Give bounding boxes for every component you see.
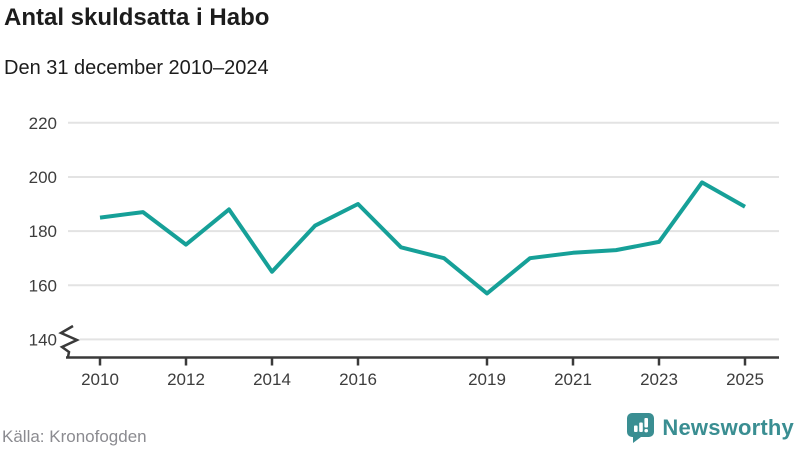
chart-title: Antal skuldsatta i Habo [4,4,270,31]
newsworthy-logo-text: Newsworthy [662,415,794,440]
x-axis-label-2012: 2012 [167,370,205,389]
x-axis-label-2023: 2023 [640,370,678,389]
y-axis-label-140: 140 [29,330,57,349]
y-axis-label-200: 200 [29,168,57,187]
x-axis-label-2016: 2016 [339,370,377,389]
x-axis-label-2019: 2019 [468,370,506,389]
exclamation-stem-icon [644,418,649,428]
y-axis-label-160: 160 [29,276,57,295]
x-axis-label-2021: 2021 [554,370,592,389]
newsworthy-logo: Newsworthy [627,412,794,444]
x-axis-label-2025: 2025 [726,370,764,389]
bar-icon-medium [639,422,644,432]
exclamation-dot-icon [644,429,649,433]
source-caption: Källa: Kronofogden [2,427,147,446]
bar-icon-small [634,425,639,432]
chart-subtitle: Den 31 december 2010–2024 [4,57,269,79]
x-axis-label-2014: 2014 [253,370,291,389]
y-axis-break-icon [58,324,81,358]
x-axis-label-2010: 2010 [81,370,119,389]
data-line-antal-skuldsatta [99,180,746,296]
y-axis-label-180: 180 [29,222,57,241]
newsworthy-logo-icon [627,413,655,443]
y-axis-label-220: 220 [29,114,57,133]
